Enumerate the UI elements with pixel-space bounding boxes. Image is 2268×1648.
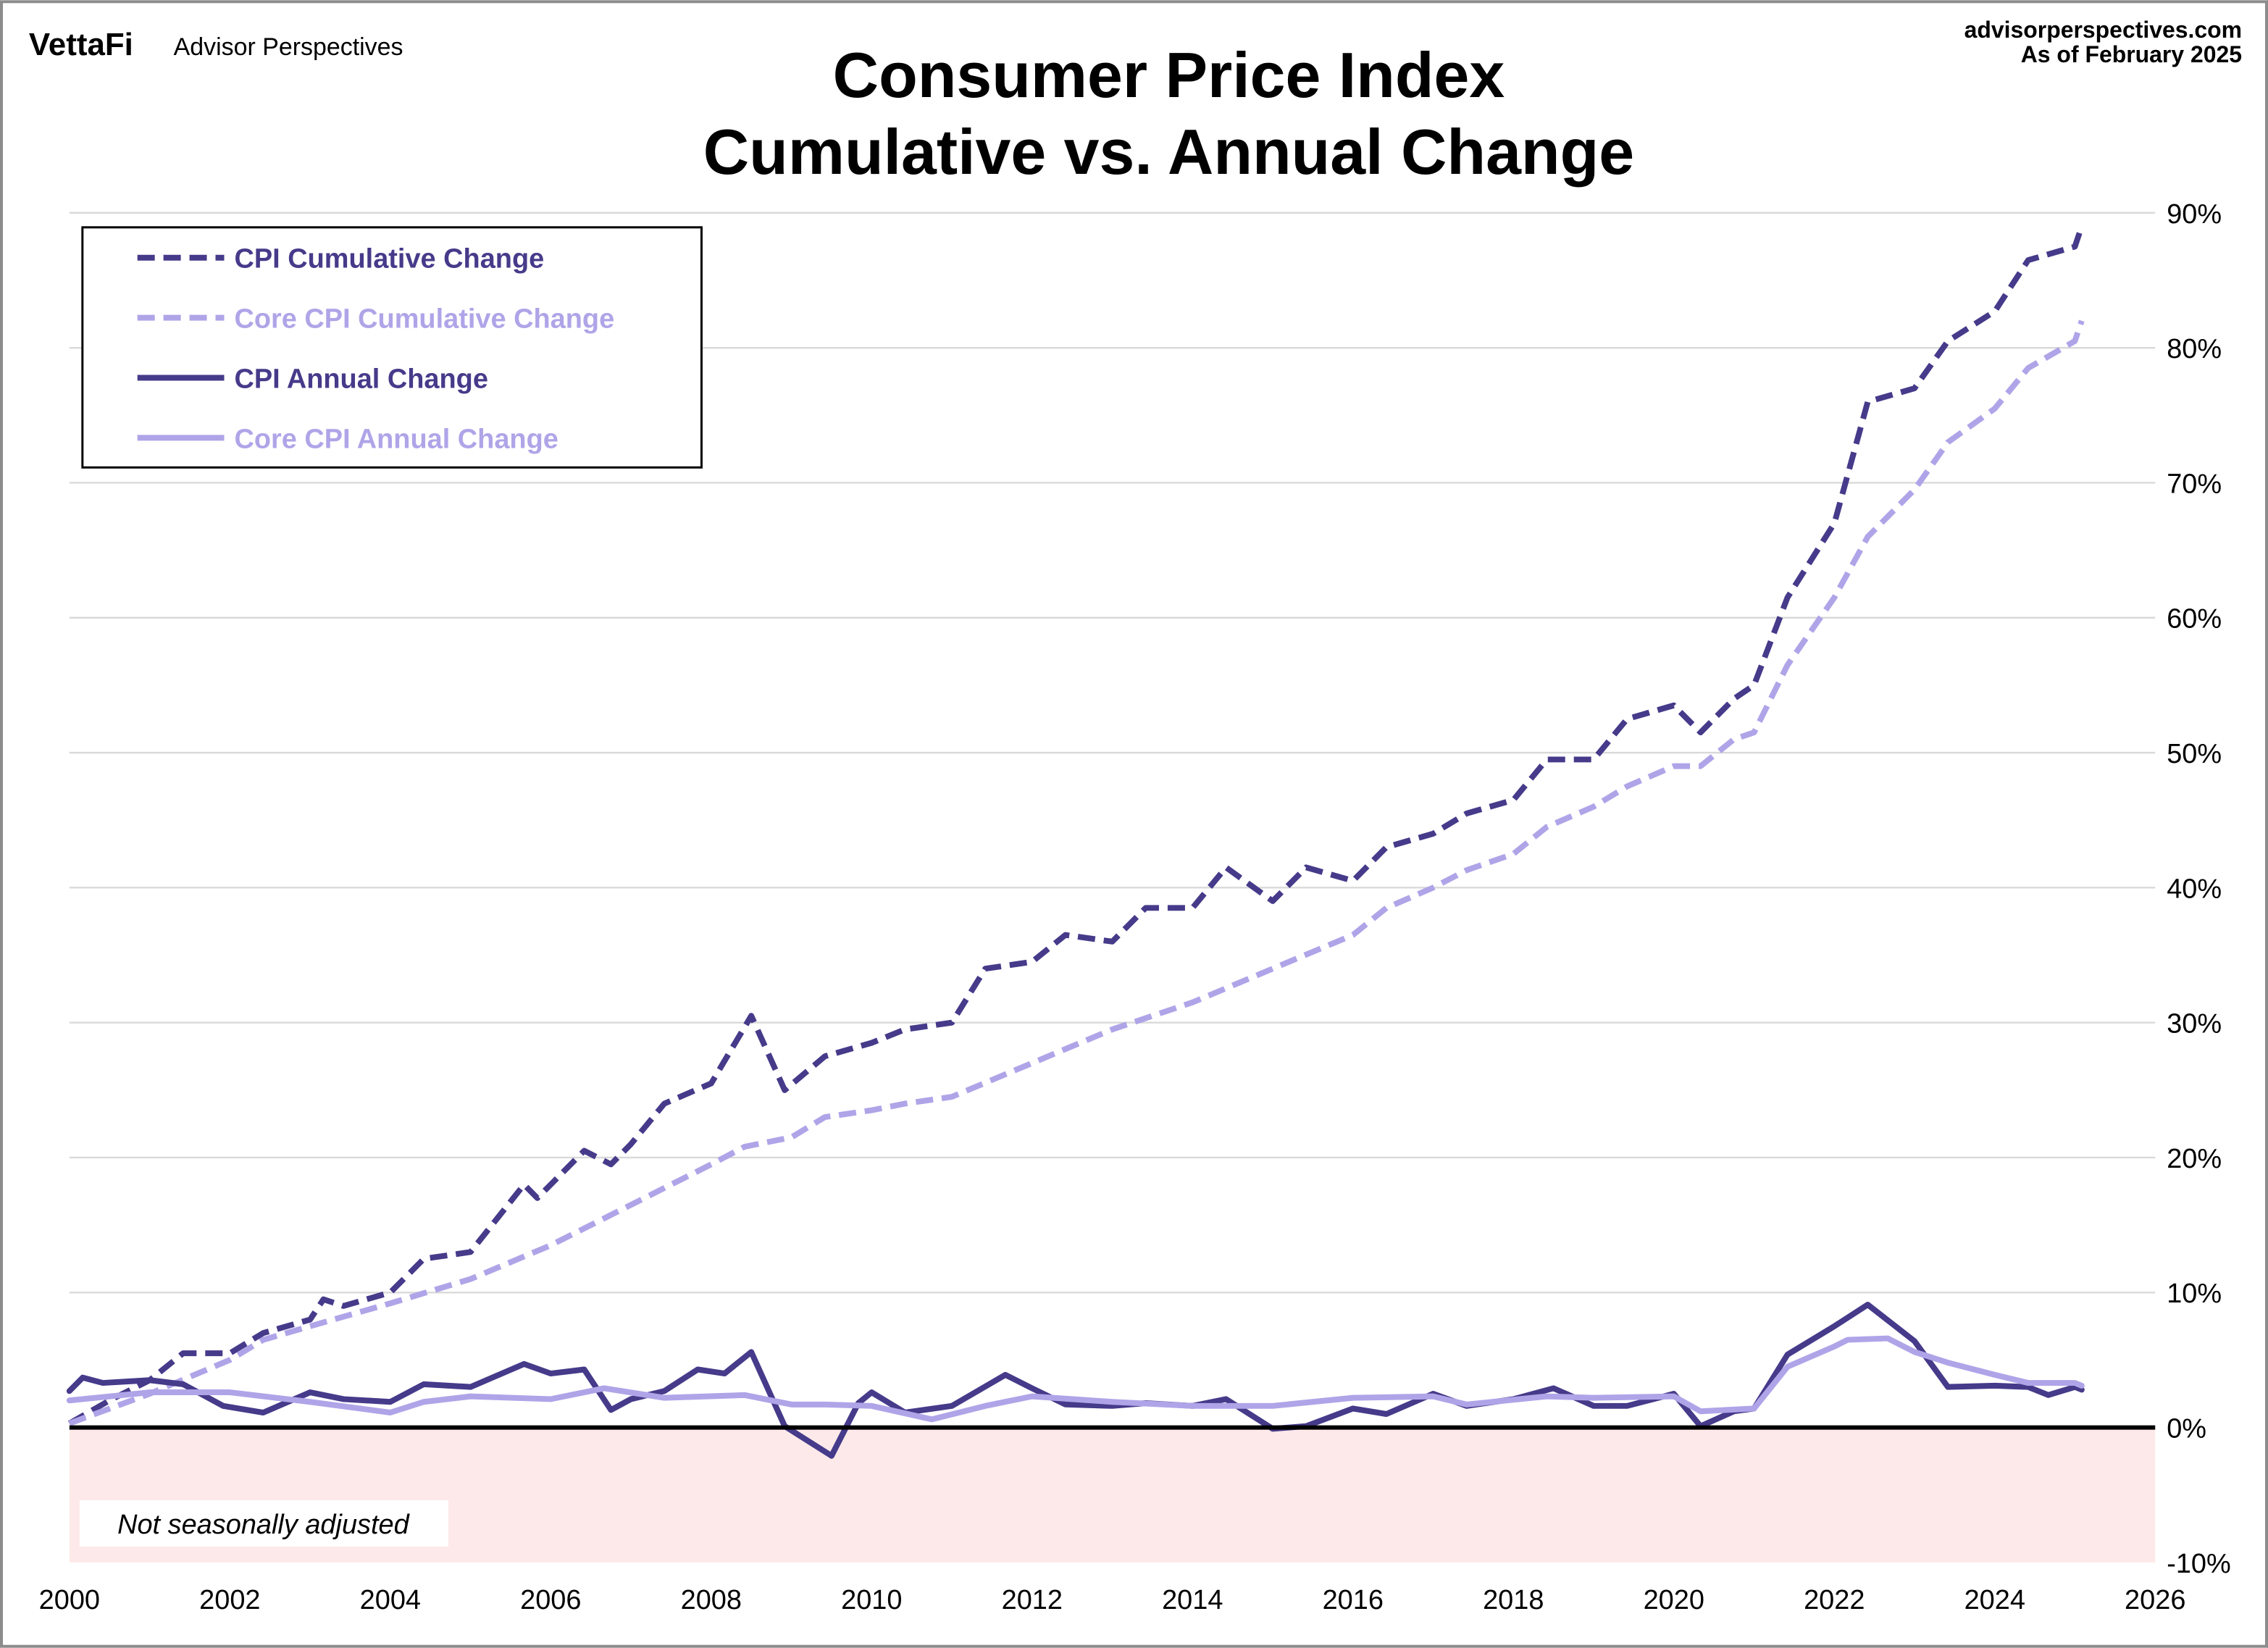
- y-tick-label: 40%: [2167, 874, 2222, 904]
- y-tick-label: 30%: [2167, 1009, 2222, 1040]
- logo: VettaFi: [29, 27, 133, 62]
- series-line-cpi-cumulative-change: [67, 225, 2085, 1426]
- x-tick-label: 2020: [1644, 1585, 1704, 1615]
- note-box: [79, 1500, 449, 1547]
- y-tick-label: 20%: [2167, 1144, 2222, 1174]
- x-tick-label: 2008: [681, 1585, 742, 1615]
- x-tick-label: 2012: [1002, 1585, 1063, 1615]
- legend-label: CPI Annual Change: [234, 364, 488, 394]
- y-tick-label: 10%: [2167, 1279, 2222, 1309]
- y-tick-label: 50%: [2167, 739, 2222, 769]
- series-lines: [66, 225, 2085, 1459]
- x-tick-label: 2026: [2125, 1585, 2185, 1615]
- as-of-date: As of February 2025: [2021, 41, 2242, 67]
- x-tick-label: 2016: [1323, 1585, 1384, 1615]
- x-tick-label: 2022: [1804, 1585, 1865, 1615]
- chart-title-line1: Consumer Price Index: [833, 39, 1505, 111]
- legend-label: CPI Cumulative Change: [234, 244, 544, 275]
- legend-label: Core CPI Annual Change: [234, 424, 558, 454]
- x-tick-label: 2010: [841, 1585, 902, 1615]
- site-url: advisorperspectives.com: [1964, 17, 2242, 43]
- y-tick-label: 0%: [2167, 1414, 2206, 1444]
- y-tick-label: 60%: [2167, 604, 2222, 635]
- y-tick-label: 90%: [2167, 199, 2222, 230]
- chart-title-line2: Cumulative vs. Annual Change: [703, 116, 1634, 188]
- series-line-core-cpi-cumulative-change: [68, 319, 2085, 1426]
- x-tick-label: 2000: [39, 1585, 100, 1615]
- y-axis-labels: 90% 80% 70% 60% 50% 40% 30% 20% 10% 0% -10%: [2167, 199, 2231, 1579]
- y-tick-label: 70%: [2167, 469, 2222, 499]
- x-tick-label: 2004: [360, 1585, 421, 1615]
- x-axis-labels: 2000 2002 2004 2006 2008 2010 2012 2014 2016 2018…: [39, 1585, 2186, 1615]
- note-text: Not seasonally adjusted: [117, 1510, 411, 1540]
- x-tick-label: 2018: [1483, 1585, 1544, 1615]
- x-tick-label: 2014: [1162, 1585, 1223, 1615]
- x-tick-label: 2024: [1964, 1585, 2025, 1615]
- y-tick-label: 80%: [2167, 334, 2222, 364]
- brand-name: Advisor Perspectives: [174, 33, 403, 61]
- series-line-core-cpi-annual-change: [66, 1335, 2085, 1423]
- legend-label: Core CPI Cumulative Change: [234, 304, 614, 335]
- x-tick-label: 2006: [520, 1585, 581, 1615]
- legend: CPI Cumulative Change Core CPI Cumulative…: [81, 226, 703, 469]
- x-tick-label: 2002: [199, 1585, 260, 1615]
- y-tick-label: -10%: [2167, 1549, 2231, 1579]
